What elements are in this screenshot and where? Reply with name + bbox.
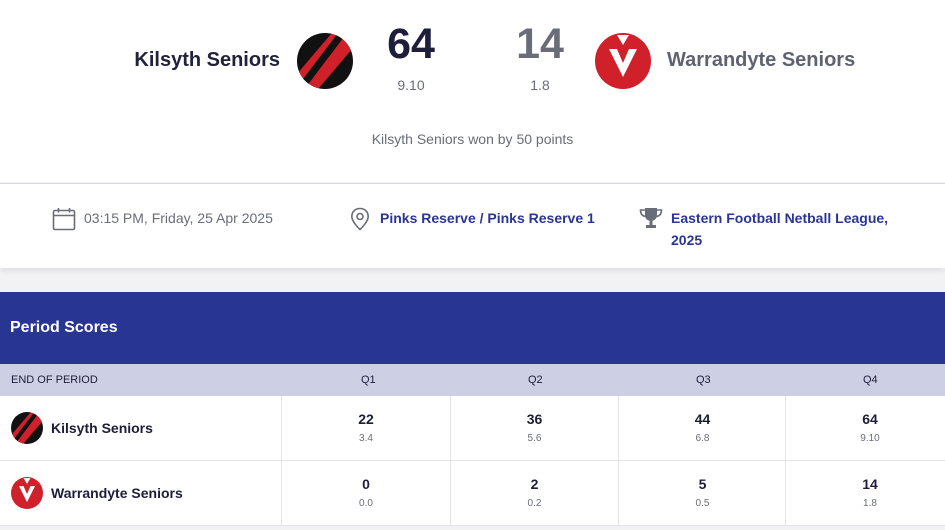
row-team-name[interactable]: Kilsyth Seniors (51, 420, 153, 436)
cell-score: 2 (530, 476, 539, 492)
calendar-icon (52, 208, 76, 231)
trophy-icon (639, 208, 663, 228)
kilsyth-logo-icon[interactable] (297, 33, 353, 89)
cell-detail: 0.0 (359, 498, 373, 509)
home-team-name[interactable]: Kilsyth Seniors (134, 49, 280, 71)
cell-away-q1: 0 0.0 (281, 461, 450, 525)
cell-detail: 9.10 (860, 433, 880, 444)
end-of-period-label: END OF PERIOD (11, 374, 98, 386)
period-table-column-headers: END OF PERIOD Q1 Q2 Q3 Q4 (0, 364, 945, 396)
cell-away-q4: 14 1.8 (785, 461, 945, 525)
table-row-away: Warrandyte Seniors 0 0.0 2 0.2 5 0.5 14 … (0, 461, 945, 526)
location-pin-icon (350, 207, 370, 231)
venue-link[interactable]: Pinks Reserve / Pinks Reserve 1 (380, 210, 595, 226)
warrandyte-logo-icon[interactable] (595, 33, 651, 89)
cell-score: 36 (526, 411, 543, 427)
match-header: Kilsyth Seniors 64 9.10 14 1.8 Warrandyt… (0, 0, 945, 182)
period-scores-header: Period Scores (0, 292, 945, 364)
column-q1: Q1 (361, 374, 376, 386)
period-scores-title: Period Scores (10, 319, 118, 336)
home-score: 64 (387, 20, 435, 68)
home-goals-behinds: 9.10 (397, 77, 425, 93)
column-q2: Q2 (528, 374, 543, 386)
cell-detail: 1.8 (863, 498, 877, 509)
cell-score: 44 (694, 411, 711, 427)
cell-score: 5 (698, 476, 707, 492)
cell-score: 14 (862, 476, 878, 492)
cell-score: 64 (862, 411, 878, 427)
cell-away-q3: 5 0.5 (618, 461, 786, 525)
cell-score: 22 (358, 411, 374, 427)
cell-home-q4: 64 9.10 (785, 396, 945, 460)
away-goals-behinds: 1.8 (530, 77, 550, 93)
cell-home-q3: 44 6.8 (618, 396, 786, 460)
cell-detail: 3.4 (359, 433, 373, 444)
away-team-name[interactable]: Warrandyte Seniors (667, 49, 856, 71)
table-row-home: Kilsyth Seniors 22 3.4 36 5.6 44 6.8 64 … (0, 396, 945, 461)
row-team-name[interactable]: Warrandyte Seniors (51, 485, 183, 501)
cell-score: 0 (362, 476, 370, 492)
away-score: 14 (516, 20, 564, 68)
cell-detail: 0.5 (695, 498, 710, 509)
cell-home-q1: 22 3.4 (281, 396, 450, 460)
competition-link[interactable]: Eastern Football Netball League, 2025 (671, 210, 889, 248)
column-q3: Q3 (696, 374, 711, 386)
cell-detail: 6.8 (695, 433, 710, 444)
match-datetime: 03:15 PM, Friday, 25 Apr 2025 (84, 210, 273, 226)
cell-detail: 5.6 (527, 433, 542, 444)
match-result: Kilsyth Seniors won by 50 points (371, 131, 574, 147)
column-q4: Q4 (863, 374, 878, 386)
cell-home-q2: 36 5.6 (450, 396, 618, 460)
cell-away-q2: 2 0.2 (450, 461, 618, 525)
match-info-bar: 03:15 PM, Friday, 25 Apr 2025 Pinks Rese… (0, 183, 945, 268)
cell-detail: 0.2 (527, 498, 542, 509)
warrandyte-logo-icon (11, 477, 43, 509)
kilsyth-logo-icon (11, 412, 43, 444)
